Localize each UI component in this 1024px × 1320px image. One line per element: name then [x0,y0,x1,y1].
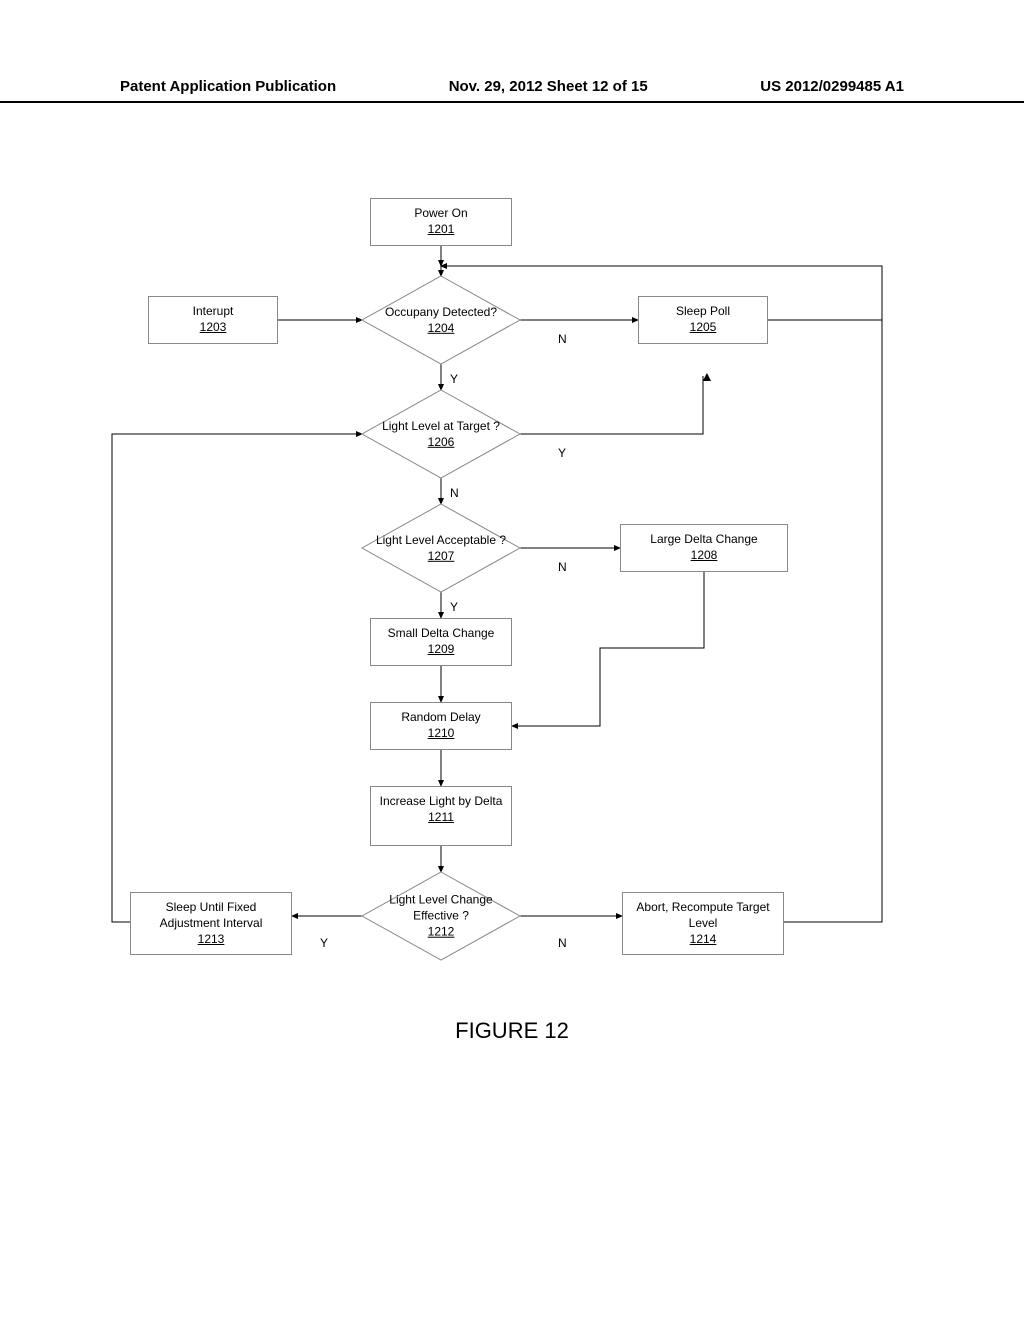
node-1209: Small Delta Change1209 [370,618,512,666]
header-right: US 2012/0299485 A1 [760,78,904,95]
edge-label: Y [450,600,458,614]
flowchart: Power On1201 Interupt1203 Occupany Detecte… [0,180,1024,1080]
up-arrow-marker: ▲ [700,368,714,384]
node-1206: Light Level at Target ?1206 [362,390,520,478]
node-1212: Light Level Change Effective ?1212 [362,872,520,960]
edge-label: Y [558,446,566,460]
edge-label: N [558,936,567,950]
edge-label: N [558,560,567,574]
node-1211: Increase Light by Delta1211 [370,786,512,846]
figure-label: FIGURE 12 [0,1018,1024,1044]
header-left: Patent Application Publication [120,78,336,95]
node-1207: Light Level Acceptable ?1207 [362,504,520,592]
node-1205: Sleep Poll1205 [638,296,768,344]
node-1204: Occupany Detected?1204 [362,276,520,364]
header-center: Nov. 29, 2012 Sheet 12 of 15 [449,78,648,95]
edge-label: N [450,486,459,500]
node-1214: Abort, Recompute Target Level1214 [622,892,784,955]
node-1208: Large Delta Change1208 [620,524,788,572]
edge-label: Y [450,372,458,386]
node-1203: Interupt1203 [148,296,278,344]
node-1201: Power On1201 [370,198,512,246]
edge-label: N [558,332,567,346]
page-header: Patent Application Publication Nov. 29, … [0,78,1024,103]
node-1210: Random Delay1210 [370,702,512,750]
edge-label: Y [320,936,328,950]
node-1213: Sleep Until Fixed Adjustment Interval121… [130,892,292,955]
